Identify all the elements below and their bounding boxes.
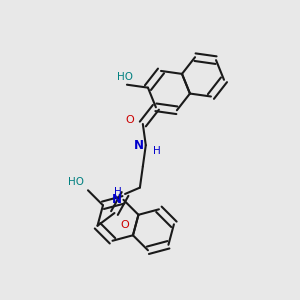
Text: O: O (125, 115, 134, 124)
Text: O: O (120, 220, 129, 230)
Text: H: H (114, 187, 122, 196)
Text: HO: HO (118, 72, 134, 82)
Text: H: H (153, 146, 161, 156)
Text: N: N (134, 139, 143, 152)
Text: N: N (112, 194, 122, 206)
Text: HO: HO (68, 177, 84, 188)
